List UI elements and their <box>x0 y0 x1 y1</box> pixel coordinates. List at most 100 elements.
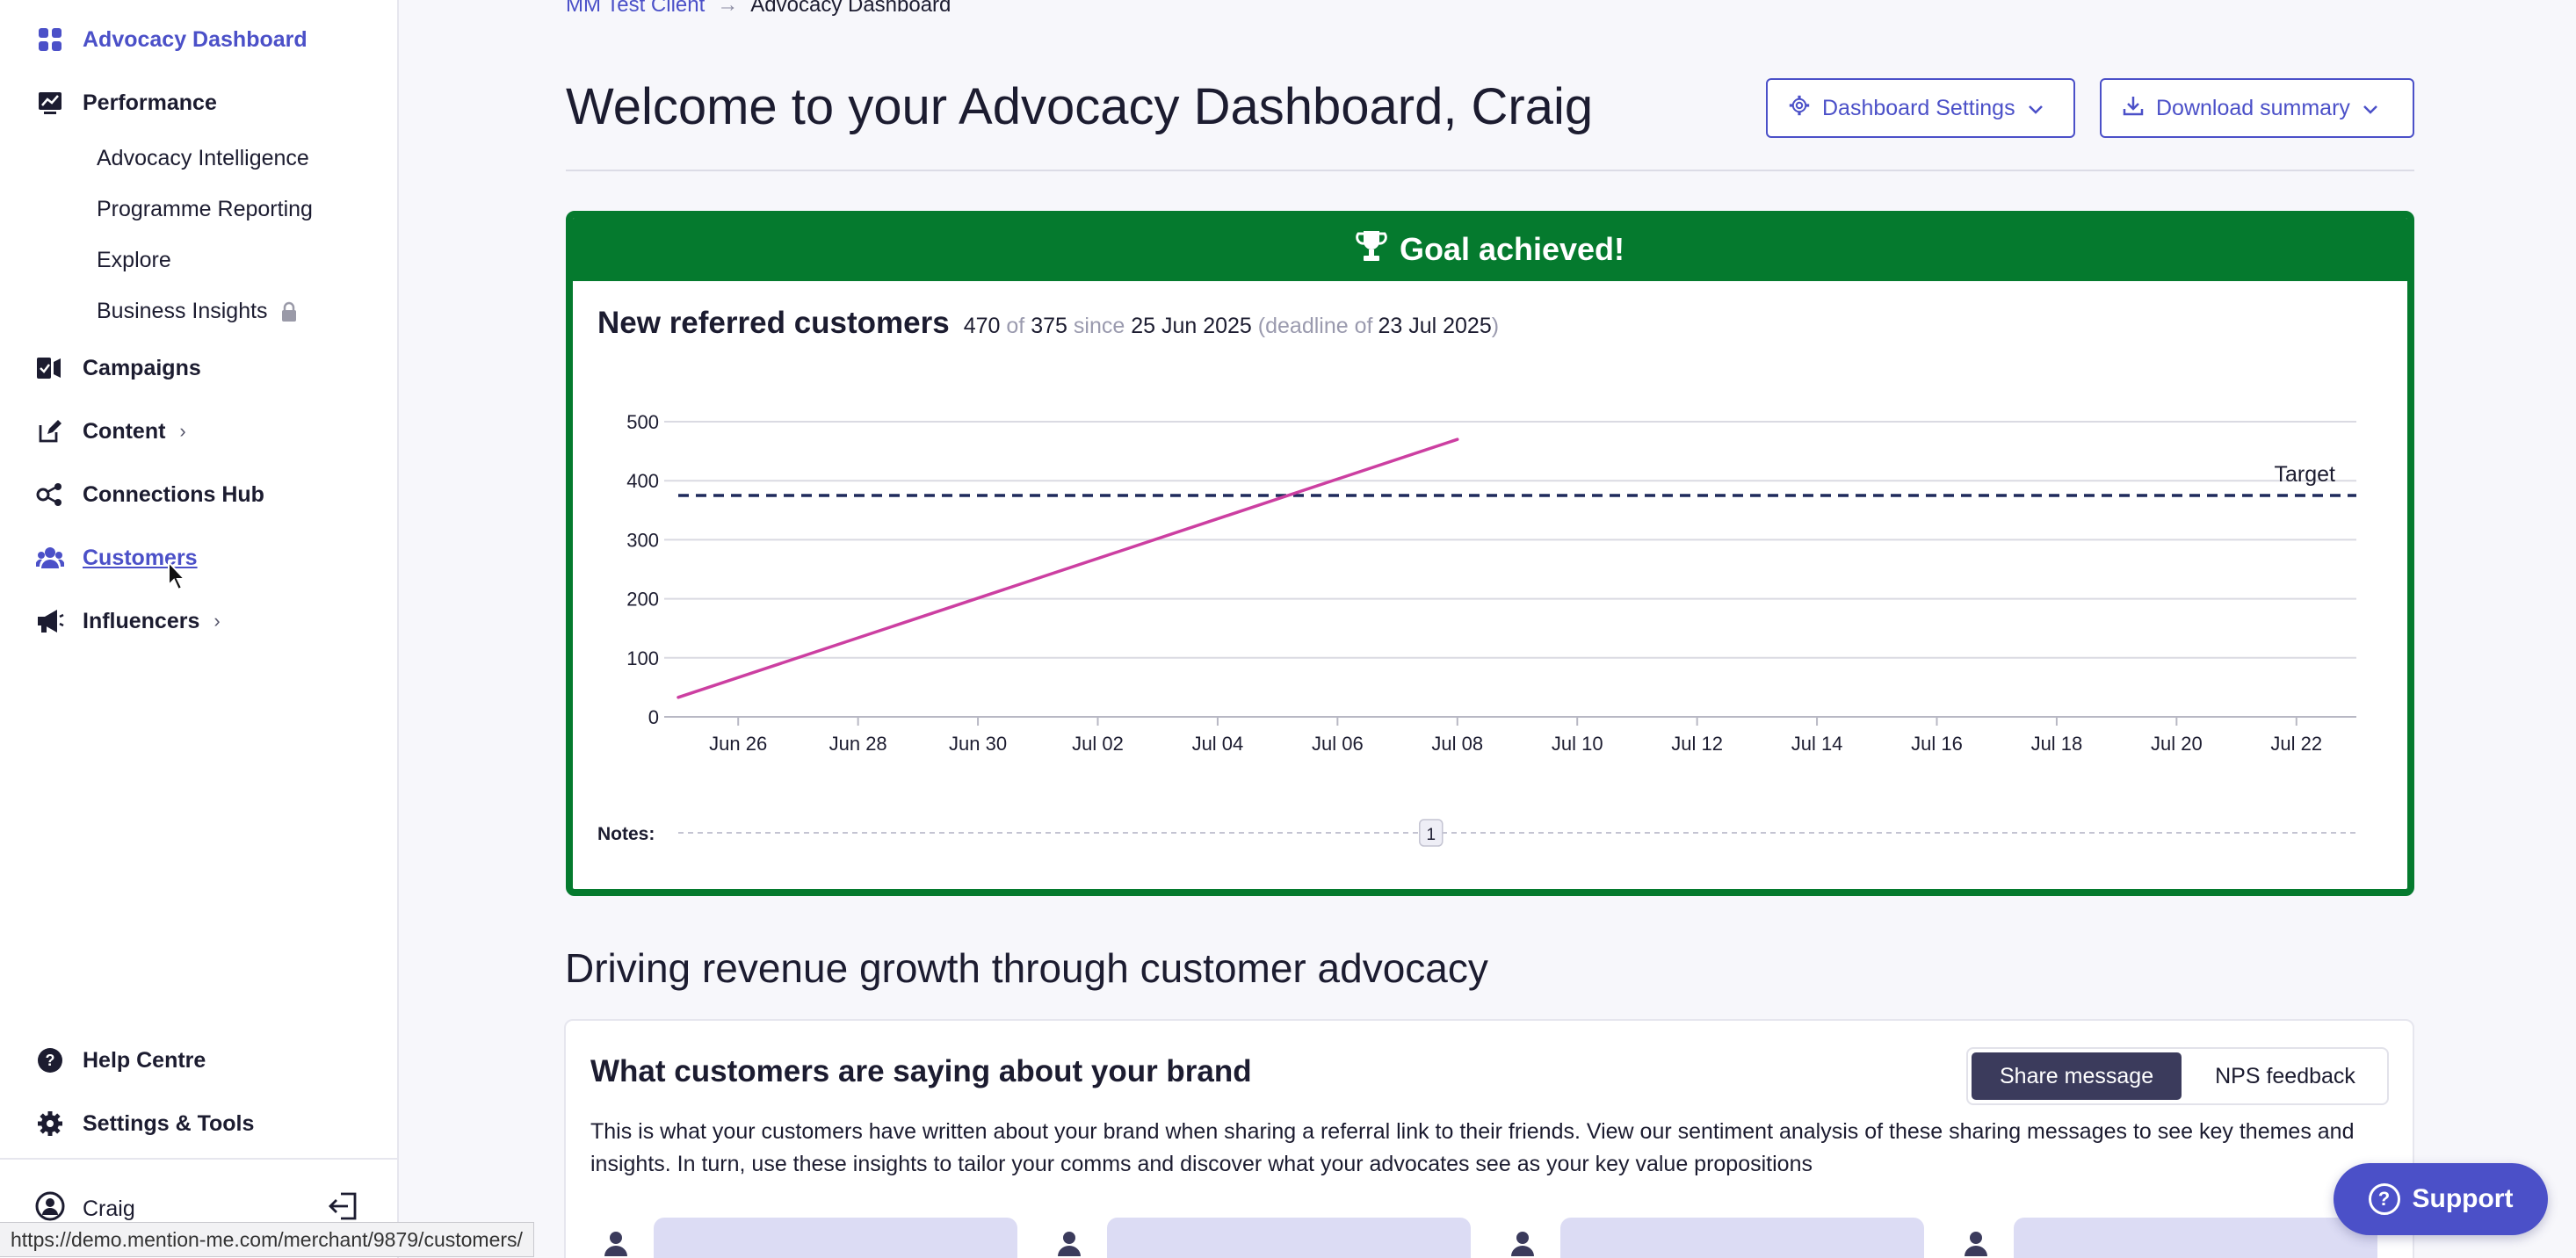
goal-banner-text: Goal achieved! <box>1399 231 1625 267</box>
sidebar-item-advocacy-dashboard[interactable]: Advocacy Dashboard <box>35 25 308 54</box>
sidebar-item-label: Connections Hub <box>83 481 264 507</box>
sidebar: Advocacy Dashboard Performance Advocacy … <box>0 0 399 1258</box>
share-message-bubble <box>1107 1218 1471 1258</box>
x-tick-label: Jul 16 <box>1911 733 1963 755</box>
goal-facts: 470 of 375 since 25 Jun 2025 (deadline o… <box>964 314 1499 339</box>
card-description: This is what your customers have written… <box>590 1119 2355 1176</box>
x-tick-label: Jul 22 <box>2270 733 2322 755</box>
avatar <box>1508 1228 1538 1258</box>
goal-start-date: 25 Jun 2025 <box>1131 314 1252 338</box>
sidebar-item-influencers[interactable]: Influencers › <box>35 606 221 636</box>
download-summary-button[interactable]: Download summary <box>2100 78 2414 138</box>
sidebar-item-customers[interactable]: Customers <box>35 543 198 573</box>
goal-deadline-close: ) <box>1491 314 1500 338</box>
sidebar-item-label: Advocacy Dashboard <box>83 26 308 52</box>
sidebar-subitem-label: Explore <box>97 248 171 272</box>
campaigns-icon <box>35 353 65 383</box>
series-line <box>677 437 1459 699</box>
share-message-bubble <box>654 1218 1017 1258</box>
y-tick-label: 300 <box>626 529 659 551</box>
sidebar-item-label: Customers <box>83 545 198 570</box>
sidebar-subitem-explore[interactable]: Explore <box>97 248 171 273</box>
sidebar-item-label: Campaigns <box>83 355 201 380</box>
help-icon: ? <box>35 1045 65 1075</box>
avatar <box>601 1228 631 1258</box>
help-icon: ? <box>2368 1183 2400 1215</box>
x-tick-label: Jul 20 <box>2151 733 2203 755</box>
goal-banner: Goal achieved! <box>573 218 2407 281</box>
sidebar-item-label: Influencers <box>83 608 200 633</box>
goal-since-word: since <box>1073 314 1125 338</box>
lock-icon <box>280 301 298 322</box>
x-tick-label: Jun 26 <box>709 733 767 755</box>
edit-icon <box>35 416 65 446</box>
sidebar-item-campaigns[interactable]: Campaigns <box>35 353 201 383</box>
nps-feedback-toggle[interactable]: NPS feedback <box>2215 1063 2355 1088</box>
x-tick-label: Jul 06 <box>1312 733 1364 755</box>
x-tick-label: Jul 14 <box>1791 733 1843 755</box>
user-name: Craig <box>83 1197 135 1221</box>
sidebar-subitem-label: Business Insights <box>97 299 268 323</box>
y-tick-label: 100 <box>626 647 659 669</box>
sidebar-subitem-label: Programme Reporting <box>97 197 313 221</box>
sidebar-item-connections-hub[interactable]: Connections Hub <box>35 480 264 510</box>
support-label: Support <box>2412 1184 2514 1213</box>
share-message-bubble <box>2014 1218 2377 1258</box>
mouse-cursor-icon <box>167 560 188 596</box>
user-profile[interactable]: Craig <box>35 1191 135 1227</box>
card-title: What customers are saying about your bra… <box>590 1054 1252 1088</box>
gear-icon <box>35 1109 65 1139</box>
sidebar-subitem-advocacy-intelligence[interactable]: Advocacy Intelligence <box>97 146 309 171</box>
breadcrumb: MM Test Client → Advocacy Dashboard <box>566 0 951 18</box>
goal-deadline-date: 23 Jul 2025 <box>1378 314 1492 338</box>
breadcrumb-link[interactable]: MM Test Client <box>566 0 706 17</box>
sidebar-subitem-business-insights[interactable]: Business Insights <box>97 299 298 324</box>
chevron-right-icon: › <box>213 610 221 632</box>
sidebar-item-label: Performance <box>83 90 217 115</box>
x-tick-label: Jul 18 <box>2031 733 2083 755</box>
x-tick-label: Jun 28 <box>829 733 887 755</box>
goal-header: New referred customers 470 of 375 since … <box>597 306 1499 341</box>
sidebar-item-content[interactable]: Content › <box>35 416 186 446</box>
gear-icon <box>1789 95 1810 122</box>
share-messages-list <box>590 1218 2418 1258</box>
goal-value: 470 <box>963 314 1001 338</box>
share-message-toggle[interactable]: Share message <box>1972 1052 2182 1100</box>
dashboard-settings-button[interactable]: Dashboard Settings <box>1766 78 2075 138</box>
page-title: Welcome to your Advocacy Dashboard, Crai… <box>566 78 1594 135</box>
logout-icon[interactable] <box>329 1191 358 1221</box>
title-divider <box>566 170 2414 171</box>
support-button[interactable]: ? Support <box>2334 1163 2548 1235</box>
y-tick-label: 0 <box>648 706 659 728</box>
chevron-down-icon <box>2028 96 2044 121</box>
sidebar-item-label: Help Centre <box>83 1047 206 1073</box>
avatar <box>1054 1228 1084 1258</box>
sidebar-subitem-label: Advocacy Intelligence <box>97 146 309 170</box>
trophy-icon <box>1356 229 1387 271</box>
customer-sentiment-card: What customers are saying about your bra… <box>564 1019 2414 1258</box>
y-tick-label: 400 <box>626 470 659 492</box>
users-icon <box>35 543 65 573</box>
grid-icon <box>35 25 65 54</box>
target-label: Target <box>2275 462 2336 487</box>
note-marker-label: 1 <box>1426 826 1436 844</box>
chart-icon <box>35 88 65 118</box>
goal-metric-name: New referred customers <box>597 306 950 340</box>
avatar <box>35 1191 65 1227</box>
megaphone-icon <box>35 606 65 636</box>
notes-label: Notes: <box>597 824 655 844</box>
sidebar-subitem-programme-reporting[interactable]: Programme Reporting <box>97 197 313 222</box>
breadcrumb-separator: → <box>717 0 739 17</box>
sidebar-item-label: Settings & Tools <box>83 1110 255 1136</box>
x-tick-label: Jul 08 <box>1431 733 1483 755</box>
goal-card: Goal achieved! New referred customers 47… <box>566 211 2414 896</box>
sidebar-item-performance[interactable]: Performance <box>35 88 217 118</box>
x-tick-label: Jul 12 <box>1671 733 1723 755</box>
sidebar-item-settings-tools[interactable]: Settings & Tools <box>35 1109 254 1139</box>
breadcrumb-current: Advocacy Dashboard <box>750 0 952 17</box>
avatar <box>1961 1228 1991 1258</box>
dashboard-settings-label: Dashboard Settings <box>1822 95 2015 120</box>
sidebar-item-help-centre[interactable]: ? Help Centre <box>35 1045 206 1075</box>
x-tick-label: Jul 10 <box>1552 733 1603 755</box>
y-tick-label: 200 <box>626 589 659 611</box>
